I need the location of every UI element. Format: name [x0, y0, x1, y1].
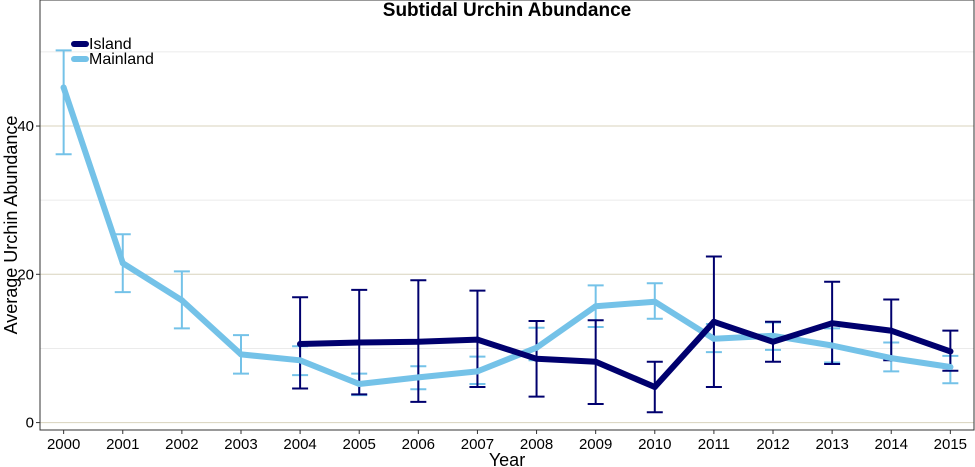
island-data-point — [356, 339, 363, 346]
y-tick-label: 0 — [26, 415, 34, 432]
mainland-data-point — [710, 335, 717, 342]
island-data-point — [651, 384, 658, 390]
island-data-point — [770, 338, 777, 345]
mainland-data-point — [178, 297, 185, 304]
x-axis-ticks: 2000 2001 2002 2003 2004 2005 2006 2007 2008 2009… — [47, 430, 967, 453]
y-axis-ticks: 0 20 40 — [17, 118, 40, 432]
chart-title: Subtidal Urchin Abundance — [383, 0, 631, 21]
x-axis-label: Year — [489, 450, 525, 467]
mainland-data-point — [770, 332, 777, 339]
mainland-data-point — [888, 355, 895, 362]
mainland-data-point — [592, 303, 599, 310]
x-tick-label: 2009 — [579, 436, 612, 453]
mainland-series-line — [60, 84, 954, 387]
island-data-point — [888, 327, 895, 334]
mainland-data-point — [651, 298, 658, 305]
island-legend-label: Island — [89, 36, 132, 53]
mainland-data-point — [297, 357, 304, 364]
island-series-line — [297, 318, 954, 390]
x-tick-label: 2005 — [343, 436, 376, 453]
x-tick-label: 2011 — [698, 436, 730, 453]
mainland-legend-label: Mainland — [89, 51, 154, 68]
mainland-data-point — [829, 342, 836, 349]
x-tick-label: 2006 — [402, 436, 435, 453]
y-tick-label: 40 — [17, 118, 34, 135]
island-data-point — [533, 355, 540, 362]
x-tick-label: 2015 — [934, 436, 967, 453]
island-data-point — [710, 318, 717, 325]
mainland-data-point — [533, 344, 540, 351]
x-tick-label: 2010 — [638, 436, 671, 453]
y-axis-label: Average Urchin Abundance — [1, 116, 21, 335]
mainland-data-point — [947, 363, 954, 370]
island-data-point — [297, 341, 304, 347]
series-lines — [60, 84, 954, 390]
x-tick-label: 2001 — [106, 436, 139, 453]
mainland-data-point — [356, 381, 363, 388]
island-data-point — [592, 358, 599, 365]
island-data-point — [829, 320, 836, 327]
y-tick-label: 20 — [17, 266, 34, 283]
x-tick-label: 2003 — [224, 436, 257, 453]
x-tick-label: 2004 — [283, 436, 316, 453]
island-data-point — [474, 336, 481, 343]
x-tick-label: 2014 — [875, 436, 908, 453]
x-tick-label: 2012 — [756, 436, 789, 453]
mainland-data-point — [474, 368, 481, 375]
mainland-data-point — [415, 374, 422, 381]
x-tick-label: 2000 — [47, 436, 80, 453]
x-tick-label: 2007 — [461, 436, 494, 453]
x-tick-label: 2008 — [520, 436, 553, 453]
x-tick-label: 2002 — [165, 436, 198, 453]
mainland-data-point — [119, 260, 126, 267]
island-data-point — [415, 338, 422, 345]
plot-border — [39, 0, 975, 431]
island-data-point — [947, 348, 954, 355]
gridlines — [40, 51, 974, 424]
x-tick-label: 2013 — [815, 436, 848, 453]
mainland-data-point — [60, 84, 67, 91]
mainland-data-point — [237, 351, 244, 358]
